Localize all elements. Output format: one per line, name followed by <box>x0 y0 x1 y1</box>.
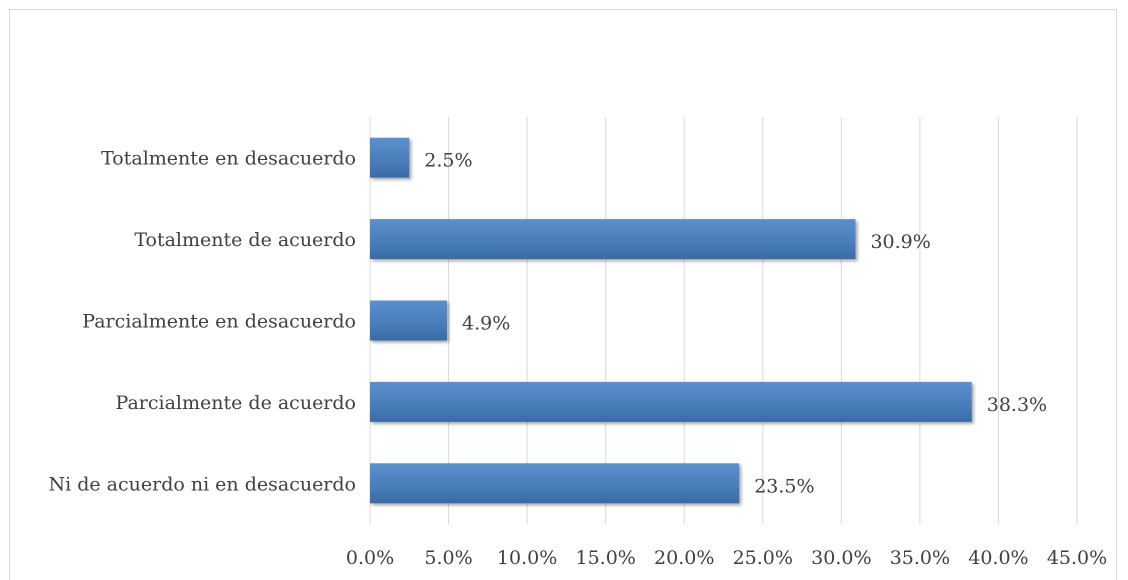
category-label: Parcialmente de acuerdo <box>116 392 356 414</box>
x-tick-label: 25.0% <box>733 547 793 569</box>
x-tick-label: 20.0% <box>654 547 714 569</box>
bar <box>370 381 972 422</box>
category-label: Totalmente en desacuerdo <box>101 148 356 170</box>
x-tick-label: 45.0% <box>1047 547 1107 569</box>
bars <box>370 137 972 504</box>
x-tick-label: 5.0% <box>424 547 472 569</box>
value-label: 23.5% <box>754 475 814 497</box>
bar <box>370 219 856 260</box>
value-label: 2.5% <box>424 150 472 172</box>
x-tick-label: 10.0% <box>497 547 557 569</box>
x-tick-label: 40.0% <box>968 547 1028 569</box>
x-tick-label: 15.0% <box>575 547 635 569</box>
category-label: Ni de acuerdo ni en desacuerdo <box>48 473 356 495</box>
value-label: 38.3% <box>987 394 1047 416</box>
category-label: Parcialmente en desacuerdo <box>82 311 356 333</box>
bar <box>370 463 740 504</box>
category-label: Totalmente de acuerdo <box>134 229 356 251</box>
labels: 0.0% 5.0% 10.0% 15.0% 20.0% 25.0% 30.0% 35.0% 40… <box>48 148 1107 569</box>
x-tick-label: 0.0% <box>346 547 394 569</box>
x-tick-label: 35.0% <box>890 547 950 569</box>
bar <box>370 300 447 341</box>
value-label: 30.9% <box>870 231 930 253</box>
x-tick-label: 30.0% <box>811 547 871 569</box>
value-label: 4.9% <box>462 313 510 335</box>
bar <box>370 137 410 178</box>
